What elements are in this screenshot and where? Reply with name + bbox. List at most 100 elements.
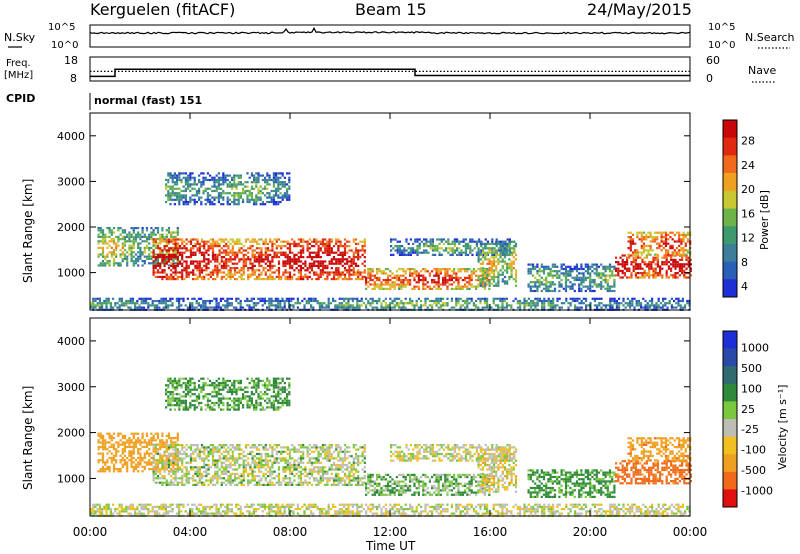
power-echo-cell — [277, 183, 280, 186]
power-echo-cell — [302, 262, 305, 265]
velocity-echo-cell — [128, 454, 131, 457]
velocity-echo-cell — [139, 461, 142, 464]
velocity-echo-cell — [139, 456, 142, 460]
velocity-echo-cell — [112, 470, 116, 473]
power-echo-cell — [129, 297, 132, 300]
power-echo-cell — [255, 178, 258, 182]
power-echo-cell — [682, 233, 685, 236]
power-echo-cell — [499, 260, 502, 263]
power-echo-cell — [460, 251, 463, 254]
power-echo-cell — [326, 253, 329, 256]
power-echo-cell — [98, 304, 101, 307]
velocity-echo-cell — [99, 468, 102, 471]
power-echo-cell — [567, 306, 570, 309]
power-echo-cell — [266, 242, 270, 245]
power-echo-cell — [682, 240, 685, 243]
power-echo-cell — [499, 256, 502, 259]
power-echo-cell — [651, 304, 654, 307]
power-echo-cell — [405, 253, 408, 256]
power-echo-cell — [268, 192, 271, 195]
power-echo-cell — [272, 183, 275, 186]
power-echo-cell — [238, 251, 241, 254]
cpid-label: CPID — [6, 92, 35, 105]
power-echo-cell — [469, 251, 472, 254]
power-echo-cell — [354, 278, 358, 281]
velocity-echo-cell — [161, 439, 164, 442]
power-ytick-label: 1000 — [57, 267, 85, 280]
power-echo-cell — [101, 251, 105, 254]
power-echo-cell — [503, 253, 507, 257]
power-echo-cell — [299, 249, 303, 252]
power-echo-cell — [527, 304, 530, 307]
power-echo-cell — [357, 253, 360, 256]
power-echo-cell — [675, 251, 679, 254]
power-echo-cell — [154, 227, 157, 230]
power-echo-cell — [545, 265, 548, 268]
power-echo-cell — [367, 281, 370, 284]
power-echo-cell — [191, 187, 194, 190]
velocity-echo-cell — [163, 481, 166, 484]
nsky-left-tick-top: 10^5 — [48, 22, 75, 33]
power-echo-cell — [156, 231, 160, 234]
power-echo-cell — [99, 231, 102, 234]
power-echo-cell — [373, 285, 376, 288]
power-echo-cell — [508, 242, 511, 246]
velocity-echo-cell — [170, 459, 173, 462]
power-echo-cell — [350, 249, 353, 252]
power-echo-cell — [176, 271, 179, 274]
power-echo-cell — [271, 264, 274, 267]
power-echo-cell — [139, 255, 142, 258]
power-echo-cell — [215, 185, 218, 188]
power-echo-cell — [597, 272, 601, 275]
power-echo-cell — [251, 245, 254, 248]
power-echo-cell — [613, 283, 616, 286]
power-echo-cell — [658, 242, 661, 245]
power-echo-cell — [96, 304, 99, 307]
power-echo-cell — [589, 274, 592, 277]
velocity-echo-cell — [126, 463, 129, 466]
power-echo-cell — [145, 297, 148, 300]
power-echo-cell — [567, 278, 570, 282]
power-echo-cell — [314, 299, 317, 303]
power-echo-cell — [196, 240, 199, 243]
power-echo-cell — [268, 176, 271, 179]
power-echo-cell — [542, 265, 546, 268]
power-echo-cell — [553, 287, 557, 290]
power-echo-cell — [143, 262, 146, 265]
power-echo-cell — [173, 198, 176, 201]
power-echo-cell — [214, 267, 217, 270]
power-echo-cell — [297, 278, 300, 281]
power-echo-cell — [198, 271, 201, 274]
power-echo-cell — [574, 297, 577, 300]
power-echo-cell — [645, 238, 648, 241]
power-echo-cell — [376, 306, 379, 309]
power-echo-cell — [415, 299, 418, 303]
power-echo-cell — [260, 238, 263, 241]
power-echo-cell — [324, 251, 327, 254]
power-echo-cell — [637, 272, 640, 275]
power-echo-cell — [193, 187, 196, 190]
power-echo-cell — [119, 233, 122, 236]
power-echo-cell — [678, 265, 681, 268]
power-echo-cell — [200, 297, 203, 300]
power-echo-cell — [217, 178, 220, 182]
power-echo-cell — [667, 253, 670, 256]
power-echo-cell — [604, 270, 607, 273]
power-echo-cell — [631, 240, 635, 243]
power-echo-cell — [600, 287, 603, 290]
power-echo-cell — [251, 238, 254, 241]
power-echo-cell — [404, 285, 407, 288]
power-echo-cell — [183, 260, 186, 263]
power-echo-cell — [645, 272, 648, 275]
power-echo-cell — [461, 304, 464, 307]
power-echo-cell — [176, 194, 179, 197]
power-echo-cell — [409, 297, 412, 300]
power-echo-cell — [170, 233, 173, 236]
power-echo-cell — [280, 245, 283, 248]
power-echo-cell — [217, 181, 220, 184]
power-echo-cell — [371, 297, 374, 300]
power-echo-cell — [674, 263, 677, 266]
power-echo-cell — [101, 264, 105, 267]
power-echo-cell — [156, 306, 159, 309]
power-echo-cell — [108, 262, 111, 265]
